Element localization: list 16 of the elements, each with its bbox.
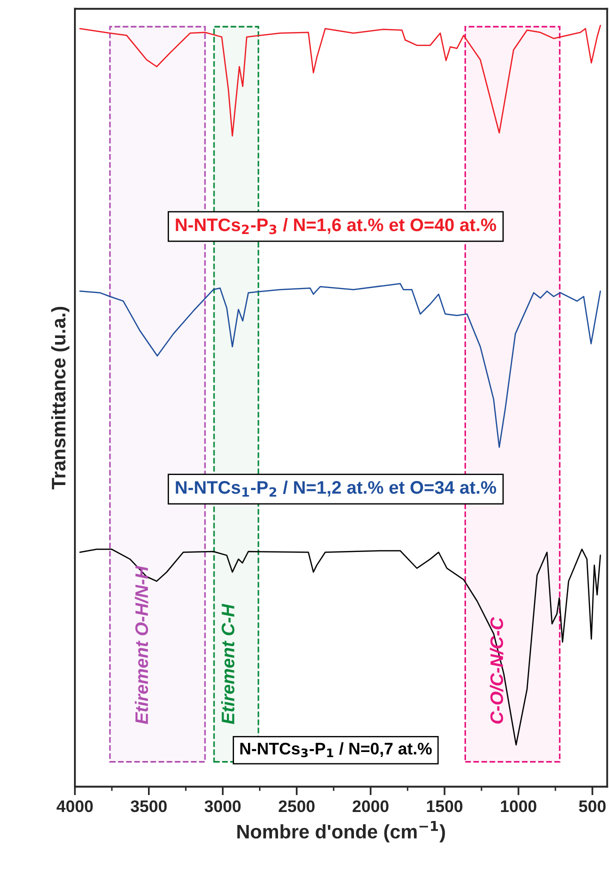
x-tick-label: 4000 xyxy=(56,800,93,812)
x-tick-label: 2000 xyxy=(352,800,388,812)
text: N-NTCs$_{3}$-P$_{1}$ / N=0,7 at.% xyxy=(240,742,432,758)
band-label: Etirement O-H/N-H xyxy=(134,566,148,724)
text: N-NTCs$_{2}$-P$_{3}$ / N=1,6 at.% et O=40 at.% xyxy=(176,218,496,234)
x-tick-label: 3500 xyxy=(130,800,167,812)
x-tick-label: 500 xyxy=(579,800,606,812)
series-label: N-NTCs$_{1}$-P$_{2}$ / N=1,2 at.% et O=34 at.% xyxy=(176,480,496,497)
x-tick-label: 1000 xyxy=(500,800,536,812)
x-axis-title: Nombre d'onde (cm$^{−1}$) xyxy=(237,820,445,842)
band-label: Etirement C-H xyxy=(221,604,234,724)
x-tick-label: 2500 xyxy=(278,800,315,812)
band-label: C-O/C-N/C-C xyxy=(490,616,504,724)
y-axis-title: Transmittance (u.a.) xyxy=(51,306,70,490)
x-tick-label: 3000 xyxy=(204,800,241,812)
x-tick-label: 1500 xyxy=(427,800,462,812)
